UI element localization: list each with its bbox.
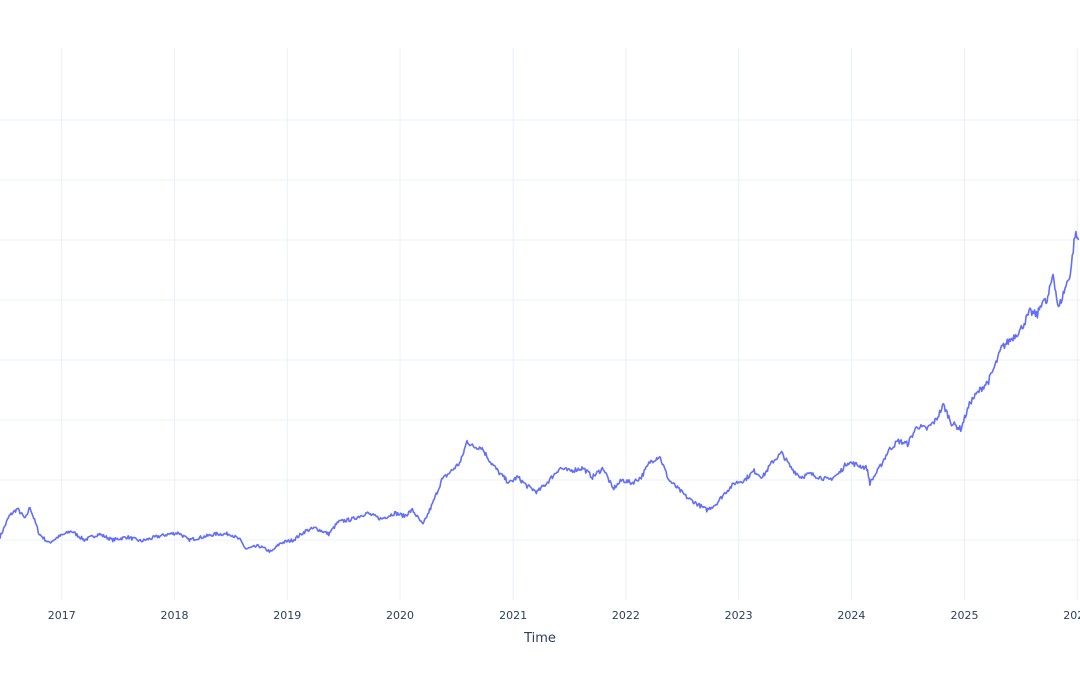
x-tick-label: 2024 <box>837 609 865 622</box>
x-tick-label: 2018 <box>161 609 189 622</box>
x-axis-tick-labels: 2017 2018 2019 2020 2021 2022 2023 2024 2025 2026 <box>48 609 1080 622</box>
x-tick-label: 2020 <box>386 609 414 622</box>
plot-area <box>0 48 1080 600</box>
x-tick-label: 2022 <box>612 609 640 622</box>
x-gridlines <box>61 48 1078 600</box>
x-tick-label: 2025 <box>950 609 978 622</box>
x-tick-label: 2026 <box>1063 609 1080 622</box>
series-line <box>0 230 1080 554</box>
x-tick-label: 2021 <box>499 609 527 622</box>
x-tick-label: 2017 <box>48 609 76 622</box>
x-axis-title: Time <box>523 631 556 646</box>
x-tick-label: 2023 <box>725 609 753 622</box>
series-layer <box>0 230 1080 554</box>
y-gridlines <box>0 119 1080 541</box>
x-tick-label: 2019 <box>273 609 301 622</box>
